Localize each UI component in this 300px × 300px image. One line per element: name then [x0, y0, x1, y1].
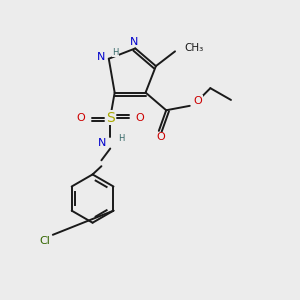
Text: O: O [135, 112, 144, 123]
Text: O: O [156, 132, 165, 142]
Text: S: S [106, 111, 115, 124]
Text: Cl: Cl [39, 236, 50, 246]
Text: CH₃: CH₃ [184, 43, 204, 53]
Text: O: O [76, 112, 85, 123]
Text: N: N [98, 138, 106, 148]
Text: O: O [193, 95, 202, 106]
Text: H: H [118, 134, 125, 143]
Text: H: H [112, 48, 119, 57]
Text: N: N [97, 52, 105, 62]
Text: N: N [130, 37, 138, 47]
